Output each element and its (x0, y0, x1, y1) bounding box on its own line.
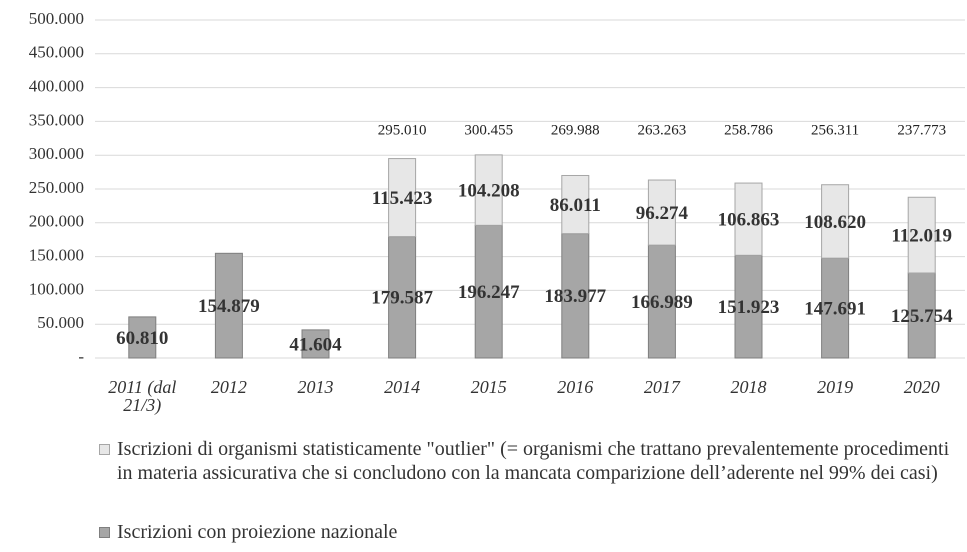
legend-entry: Iscrizioni con proiezione nazionale (97, 520, 957, 544)
bar-segment (388, 236, 417, 359)
y-tick-label: 200.000 (29, 212, 84, 231)
bar-segment (734, 182, 763, 256)
bar-segment (907, 196, 936, 274)
x-tick-label: 2015 (470, 377, 507, 397)
legend-swatch (99, 527, 110, 538)
x-tick-label: 2012 (210, 377, 247, 397)
data-label: 154.879 (198, 296, 260, 317)
y-tick-label: 50.000 (37, 313, 84, 332)
data-label: 60.810 (116, 328, 168, 349)
x-tick-label: 2014 (384, 377, 421, 397)
data-label: 196.247 (458, 282, 520, 303)
data-label: 166.989 (631, 292, 693, 313)
data-label: 86.011 (550, 195, 601, 216)
bar-segment (388, 158, 417, 238)
bar-segment (647, 179, 676, 246)
data-label: 41.604 (289, 334, 342, 355)
data-label: 115.423 (372, 188, 433, 209)
data-label: 112.019 (891, 225, 952, 246)
y-tick-label: - (78, 347, 84, 366)
bar-segment (907, 272, 936, 359)
y-tick-label: 400.000 (29, 77, 84, 96)
data-label: 106.863 (718, 210, 780, 231)
y-tick-label: 100.000 (29, 279, 84, 298)
y-tick-label: 150.000 (29, 246, 84, 265)
x-tick-label: 2013 (297, 377, 334, 397)
total-label: 263.263 (638, 122, 687, 138)
total-label: 256.311 (811, 122, 859, 138)
legend-swatch (99, 444, 110, 455)
chart: - 50.000 100.000 150.000 200.000 250.000 300.0… (29, 9, 965, 366)
bar-segment (474, 154, 503, 226)
data-label: 147.691 (804, 298, 866, 319)
bar-segment (301, 329, 330, 359)
x-tick-label: 2019 (817, 377, 854, 397)
data-label: 108.620 (804, 212, 866, 233)
total-label: 300.455 (464, 122, 513, 138)
data-label: 183.977 (544, 286, 606, 307)
bar-segment (214, 252, 243, 359)
x-tick-label: 2018 (730, 377, 767, 397)
data-label: 104.208 (458, 180, 520, 201)
bar-segment (821, 184, 850, 259)
y-tick-label: 450.000 (29, 43, 84, 62)
bar-segment (734, 254, 763, 359)
data-label: 125.754 (891, 306, 953, 327)
bar-segment (128, 316, 157, 359)
x-tick-label: 2011 (dal 21/3) (108, 377, 177, 415)
y-tick-label: 250.000 (29, 178, 84, 197)
x-tick-label: 2020 (903, 377, 940, 397)
data-label: 96.274 (636, 203, 689, 224)
total-label: 295.010 (378, 122, 427, 138)
total-label: 237.773 (897, 122, 946, 138)
total-label: 258.786 (724, 122, 773, 138)
bar-segment (647, 244, 676, 359)
y-tick-label: 300.000 (29, 144, 84, 163)
x-tick-label: 2017 (643, 377, 680, 397)
bar-segment (561, 174, 590, 235)
total-label: 269.988 (551, 122, 600, 138)
x-tick-label: 2016 (557, 377, 594, 397)
data-label: 151.923 (718, 297, 780, 318)
y-tick-label: 500.000 (29, 9, 84, 28)
legend-entry: Iscrizioni di organismi statisticamente … (97, 437, 957, 485)
data-label: 179.587 (371, 288, 433, 309)
y-tick-label: 350.000 (29, 110, 84, 129)
